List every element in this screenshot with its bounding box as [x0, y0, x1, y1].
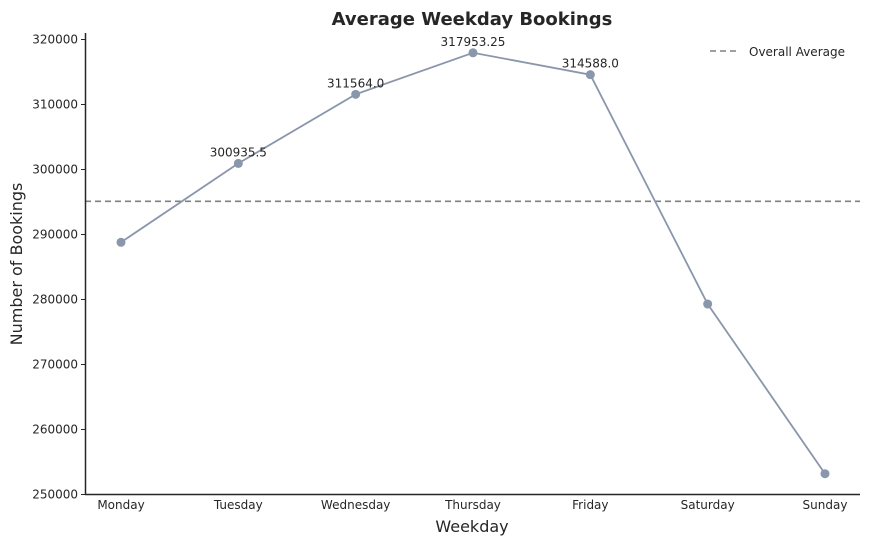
- data-point-monday: [116, 237, 126, 247]
- legend: Overall Average: [710, 45, 845, 59]
- y-tick-label: 300000: [32, 163, 78, 177]
- y-tick-label: 280000: [32, 293, 78, 307]
- x-tick-label-tuesday: Tuesday: [213, 498, 263, 512]
- y-tick-label: 250000: [32, 488, 78, 502]
- data-label-friday: 314588.0: [562, 57, 619, 71]
- legend-entry: Overall Average: [749, 45, 845, 59]
- x-tick-label-wednesday: Wednesday: [321, 498, 390, 512]
- y-tick-label: 270000: [32, 358, 78, 372]
- data-point-thursday: [468, 48, 478, 58]
- x-axis-label: Weekday: [435, 517, 508, 536]
- data-label-tuesday: 300935.5: [210, 145, 267, 159]
- y-tick-label: 290000: [32, 228, 78, 242]
- chart-title: Average Weekday Bookings: [332, 9, 613, 30]
- x-tick-label-monday: Monday: [97, 498, 144, 512]
- data-point-sunday: [820, 469, 830, 479]
- y-tick-label: 320000: [32, 33, 78, 47]
- data-label-wednesday: 311564.0: [327, 76, 384, 90]
- x-tick-label-sunday: Sunday: [803, 498, 848, 512]
- data-label-thursday: 317953.25: [441, 35, 506, 49]
- x-tick-label-thursday: Thursday: [444, 498, 501, 512]
- data-point-tuesday: [233, 158, 243, 168]
- data-point-friday: [585, 70, 595, 80]
- y-tick-label: 260000: [32, 423, 78, 437]
- y-axis-label: Number of Bookings: [7, 183, 26, 346]
- series-line: [120, 51, 826, 475]
- y-ticks: 250000 260000 270000 280000 290000 300000 3100…: [32, 33, 85, 502]
- x-tick-label-friday: Friday: [572, 498, 608, 512]
- data-point-wednesday: [351, 89, 361, 99]
- plot-area: 300935.5 311564.0 317953.25 314588.0: [85, 35, 860, 479]
- x-tick-label-saturday: Saturday: [681, 498, 735, 512]
- data-point-saturday: [703, 299, 713, 309]
- x-ticks: Monday Tuesday Wednesday Thursday Friday Satu…: [97, 498, 847, 512]
- y-tick-label: 310000: [32, 98, 78, 112]
